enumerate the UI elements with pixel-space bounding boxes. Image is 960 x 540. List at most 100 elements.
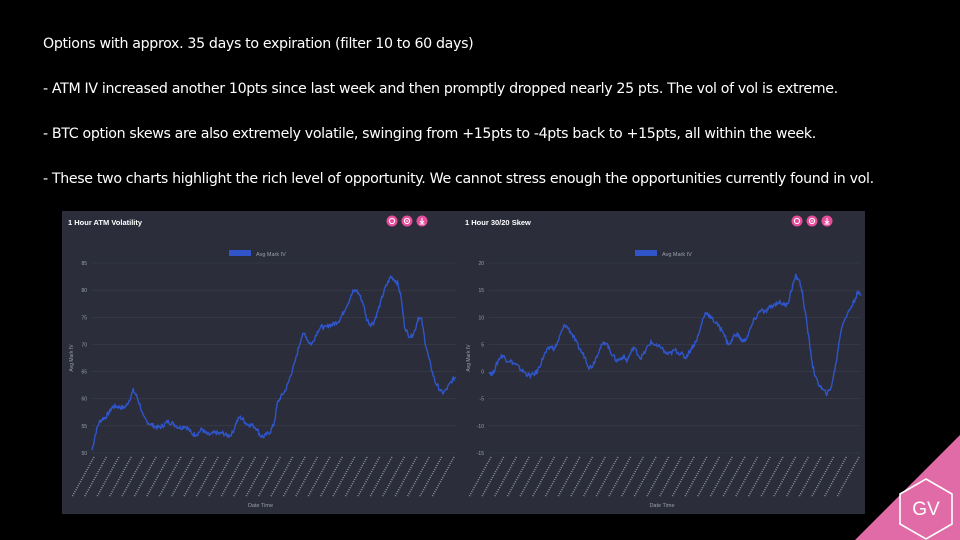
x-tick-label	[671, 456, 695, 498]
x-tick-label	[220, 456, 244, 498]
x-tick-label	[684, 456, 708, 498]
x-tick-label	[207, 456, 232, 498]
x-tick-label	[418, 456, 443, 498]
x-tick-label	[658, 456, 683, 498]
chart-title: 1 Hour 30/20 Skew	[465, 218, 531, 227]
zoom-in-icon[interactable]	[791, 215, 803, 227]
bullet-expiration: Options with approx. 35 days to expirati…	[43, 36, 474, 52]
chart-title: 1 Hour ATM Volatility	[68, 218, 143, 227]
x-tick-label	[480, 456, 505, 498]
x-tick-label	[785, 456, 809, 498]
x-tick-label	[506, 456, 530, 498]
x-tick-label	[531, 456, 556, 498]
legend-swatch	[229, 250, 251, 256]
x-tick-label	[431, 456, 455, 498]
x-tick-label	[195, 456, 219, 498]
x-tick-label	[344, 456, 368, 498]
y-tick-label: 65	[81, 370, 87, 376]
x-tick-label	[468, 456, 492, 498]
x-tick-label	[810, 456, 835, 498]
x-tick-label	[120, 456, 145, 498]
x-tick-label	[158, 456, 182, 498]
logo-text: GV	[912, 499, 940, 520]
x-tick-label	[108, 456, 132, 498]
legend-label: Avg Mark IV	[256, 252, 286, 258]
x-tick-label	[493, 456, 518, 498]
y-tick-label: 55	[81, 424, 87, 430]
skew-chart: 1 Hour 30/20 Skew Avg Mark IV -15 -10 -5 0 5 10…	[465, 215, 862, 509]
x-tick-label	[544, 456, 568, 498]
y-tick-label: 70	[81, 342, 87, 348]
x-tick-label	[519, 456, 543, 498]
zoom-reset-icon[interactable]	[806, 215, 818, 227]
x-tick-label	[607, 456, 632, 498]
x-tick-label	[356, 456, 381, 498]
y-tick-label: 10	[478, 315, 484, 321]
y-axis-label: Avg Mark IV	[466, 344, 472, 372]
y-tick-label: -15	[477, 451, 484, 457]
x-tick-label	[734, 456, 759, 498]
x-tick-label	[582, 456, 606, 498]
x-axis-label: Date Time	[649, 503, 674, 509]
x-tick-label	[294, 456, 319, 498]
y-tick-label: 85	[81, 261, 87, 267]
x-tick-label	[232, 456, 257, 498]
x-tick-label	[798, 456, 822, 498]
atm-volatility-panel: 1 Hour ATM Volatility Avg Mark IV 50 55 60 65…	[62, 211, 459, 514]
x-tick-label	[823, 456, 848, 498]
x-tick-label	[620, 456, 644, 498]
y-axis-label: Avg Mark IV	[69, 344, 75, 372]
skew-panel: 1 Hour 30/20 Skew Avg Mark IV -15 -10 -5 0 5 10…	[459, 211, 865, 514]
x-tick-label	[245, 456, 269, 498]
y-tick-label: 20	[478, 261, 484, 267]
y-tick-label: 0	[481, 370, 484, 376]
x-tick-label	[170, 456, 195, 498]
gv-logo-icon: GV	[855, 435, 960, 540]
x-tick-label	[696, 456, 721, 498]
x-tick-label	[145, 456, 170, 498]
y-tick-label: 15	[478, 288, 484, 294]
x-tick-label	[557, 456, 581, 498]
x-tick-label	[257, 456, 281, 498]
x-tick-label	[722, 456, 746, 498]
x-tick-label	[406, 456, 430, 498]
y-tick-label: 50	[81, 451, 87, 457]
x-tick-label	[183, 456, 207, 498]
slide-text: Options with approx. 35 days to expirati…	[43, 34, 923, 214]
x-tick-label	[369, 456, 393, 498]
y-tick-label: 5	[481, 342, 484, 348]
legend-swatch	[635, 250, 657, 256]
x-tick-label	[307, 456, 331, 498]
x-tick-label	[709, 456, 733, 498]
x-tick-label	[772, 456, 797, 498]
y-tick-label: 60	[81, 397, 87, 403]
x-tick-label	[760, 456, 784, 498]
x-tick-label	[645, 456, 670, 498]
x-tick-label	[569, 456, 594, 498]
x-tick-label	[747, 456, 771, 498]
atm-volatility-chart: 1 Hour ATM Volatility Avg Mark IV 50 55 60 65…	[68, 215, 457, 509]
x-axis-label: Date Time	[248, 503, 273, 509]
series-line	[91, 275, 457, 451]
zoom-reset-icon[interactable]	[401, 215, 413, 227]
y-tick-label: -10	[477, 424, 484, 430]
x-tick-label	[71, 456, 95, 498]
x-tick-label	[394, 456, 418, 498]
zoom-in-icon[interactable]	[386, 215, 398, 227]
bullet-atm-iv: - ATM IV increased another 10pts since l…	[43, 81, 838, 97]
x-tick-label	[331, 456, 356, 498]
x-tick-label	[836, 456, 860, 498]
download-icon[interactable]	[416, 215, 428, 227]
x-tick-label	[133, 456, 157, 498]
x-tick-label	[83, 456, 108, 498]
x-tick-label	[633, 456, 657, 498]
y-tick-label: 75	[81, 315, 87, 321]
x-tick-label	[381, 456, 406, 498]
y-tick-label: -5	[480, 397, 485, 403]
bullet-skew: - BTC option skews are also extremely vo…	[43, 126, 816, 142]
x-tick-label	[595, 456, 619, 498]
y-tick-label: 80	[81, 288, 87, 294]
x-tick-label	[269, 456, 294, 498]
download-icon[interactable]	[821, 215, 833, 227]
x-tick-label	[319, 456, 343, 498]
